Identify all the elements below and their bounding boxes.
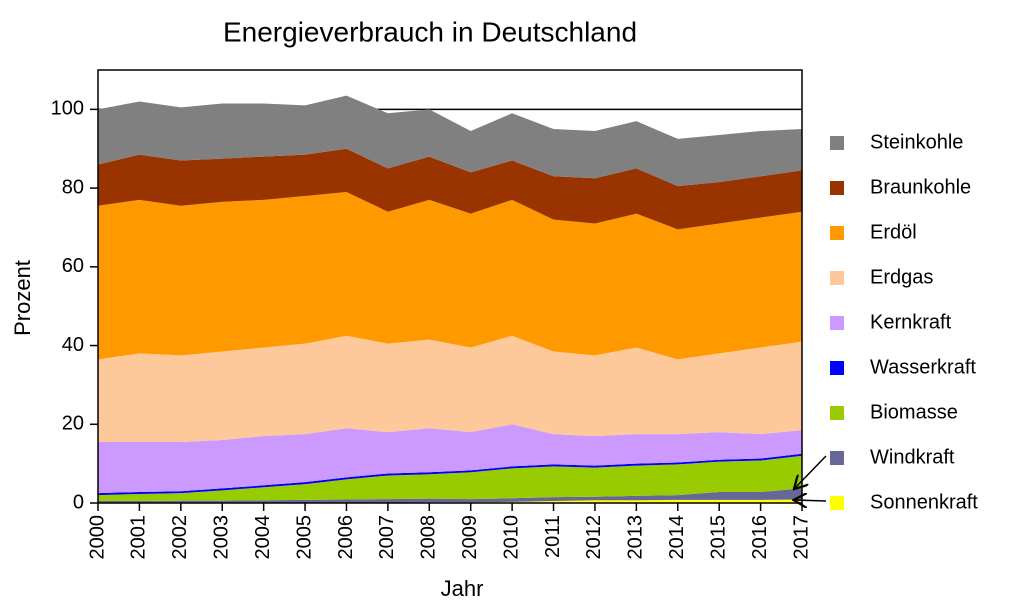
x-axis-label: Jahr: [441, 576, 484, 601]
x-tick-label: 2002: [169, 515, 191, 560]
legend: Steinkohle Braunkohle Erdöl Erdgas Kernkraft…: [830, 131, 978, 513]
x-tick-label: 2012: [583, 515, 605, 560]
legend-label: Windkraft: [870, 446, 955, 468]
y-tick-label: 60: [62, 255, 84, 277]
area: [98, 488, 802, 503]
area: [98, 192, 802, 360]
x-tick-label: 2009: [459, 515, 481, 560]
legend-label: Kernkraft: [870, 311, 952, 333]
x-tick-label: 2005: [293, 515, 315, 560]
x-tick-label: 2007: [376, 515, 398, 560]
legend-label: Wasserkraft: [870, 356, 976, 378]
legend-label: Biomasse: [870, 401, 958, 423]
x-tick-label: 2004: [252, 515, 274, 560]
legend-swatch: [830, 361, 844, 375]
legend-swatch: [830, 451, 844, 465]
x-tick-label: 2015: [707, 515, 729, 560]
x-tick-label: 2011: [542, 515, 564, 558]
area: [98, 499, 802, 503]
annotation-arrow: [795, 500, 827, 501]
y-tick-label: 80: [62, 176, 84, 198]
x-tick-label: 2016: [749, 515, 771, 560]
area: [98, 95, 802, 187]
area: [98, 148, 802, 230]
x-tick-label: 2003: [211, 515, 233, 560]
legend-swatch: [830, 496, 844, 510]
legend-swatch: [830, 316, 844, 330]
x-tick-label: 2013: [625, 515, 647, 560]
legend-swatch: [830, 406, 844, 420]
area: [98, 455, 802, 502]
x-tick-label: 2006: [335, 515, 357, 560]
plot-frame: [97, 69, 803, 504]
y-tick-label: 40: [62, 334, 84, 356]
annotation-arrow: [795, 455, 827, 488]
legend-label: Sonnenkraft: [870, 491, 978, 513]
y-axis-label: Prozent: [10, 260, 35, 336]
x-tick-label: 2008: [418, 515, 440, 560]
legend-swatch: [830, 226, 844, 240]
legend-label: Erdgas: [870, 266, 933, 288]
y-tick-label: 100: [51, 98, 84, 120]
plot-area: 0 20 40 60 80 100 2000 2001 2002 2003 2004 2005 2006…: [51, 69, 812, 560]
legend-label: Steinkohle: [870, 131, 963, 153]
legend-swatch: [830, 136, 844, 150]
y-tick-label: 20: [62, 413, 84, 435]
legend-swatch: [830, 271, 844, 285]
x-tick-label: 2001: [128, 515, 150, 560]
area: [98, 453, 802, 496]
y-tick-label: 0: [73, 491, 84, 513]
legend-swatch: [830, 181, 844, 195]
legend-label: Braunkohle: [870, 176, 971, 198]
chart-title: Energieverbrauch in Deutschland: [223, 16, 637, 47]
area: [98, 335, 802, 442]
area: [98, 424, 802, 494]
x-tick-label: 2017: [790, 515, 812, 560]
x-tick-label: 2014: [666, 515, 688, 560]
x-tick-label: 2010: [500, 515, 522, 560]
x-tick-label: 2000: [86, 515, 108, 560]
legend-label: Erdöl: [870, 221, 917, 243]
